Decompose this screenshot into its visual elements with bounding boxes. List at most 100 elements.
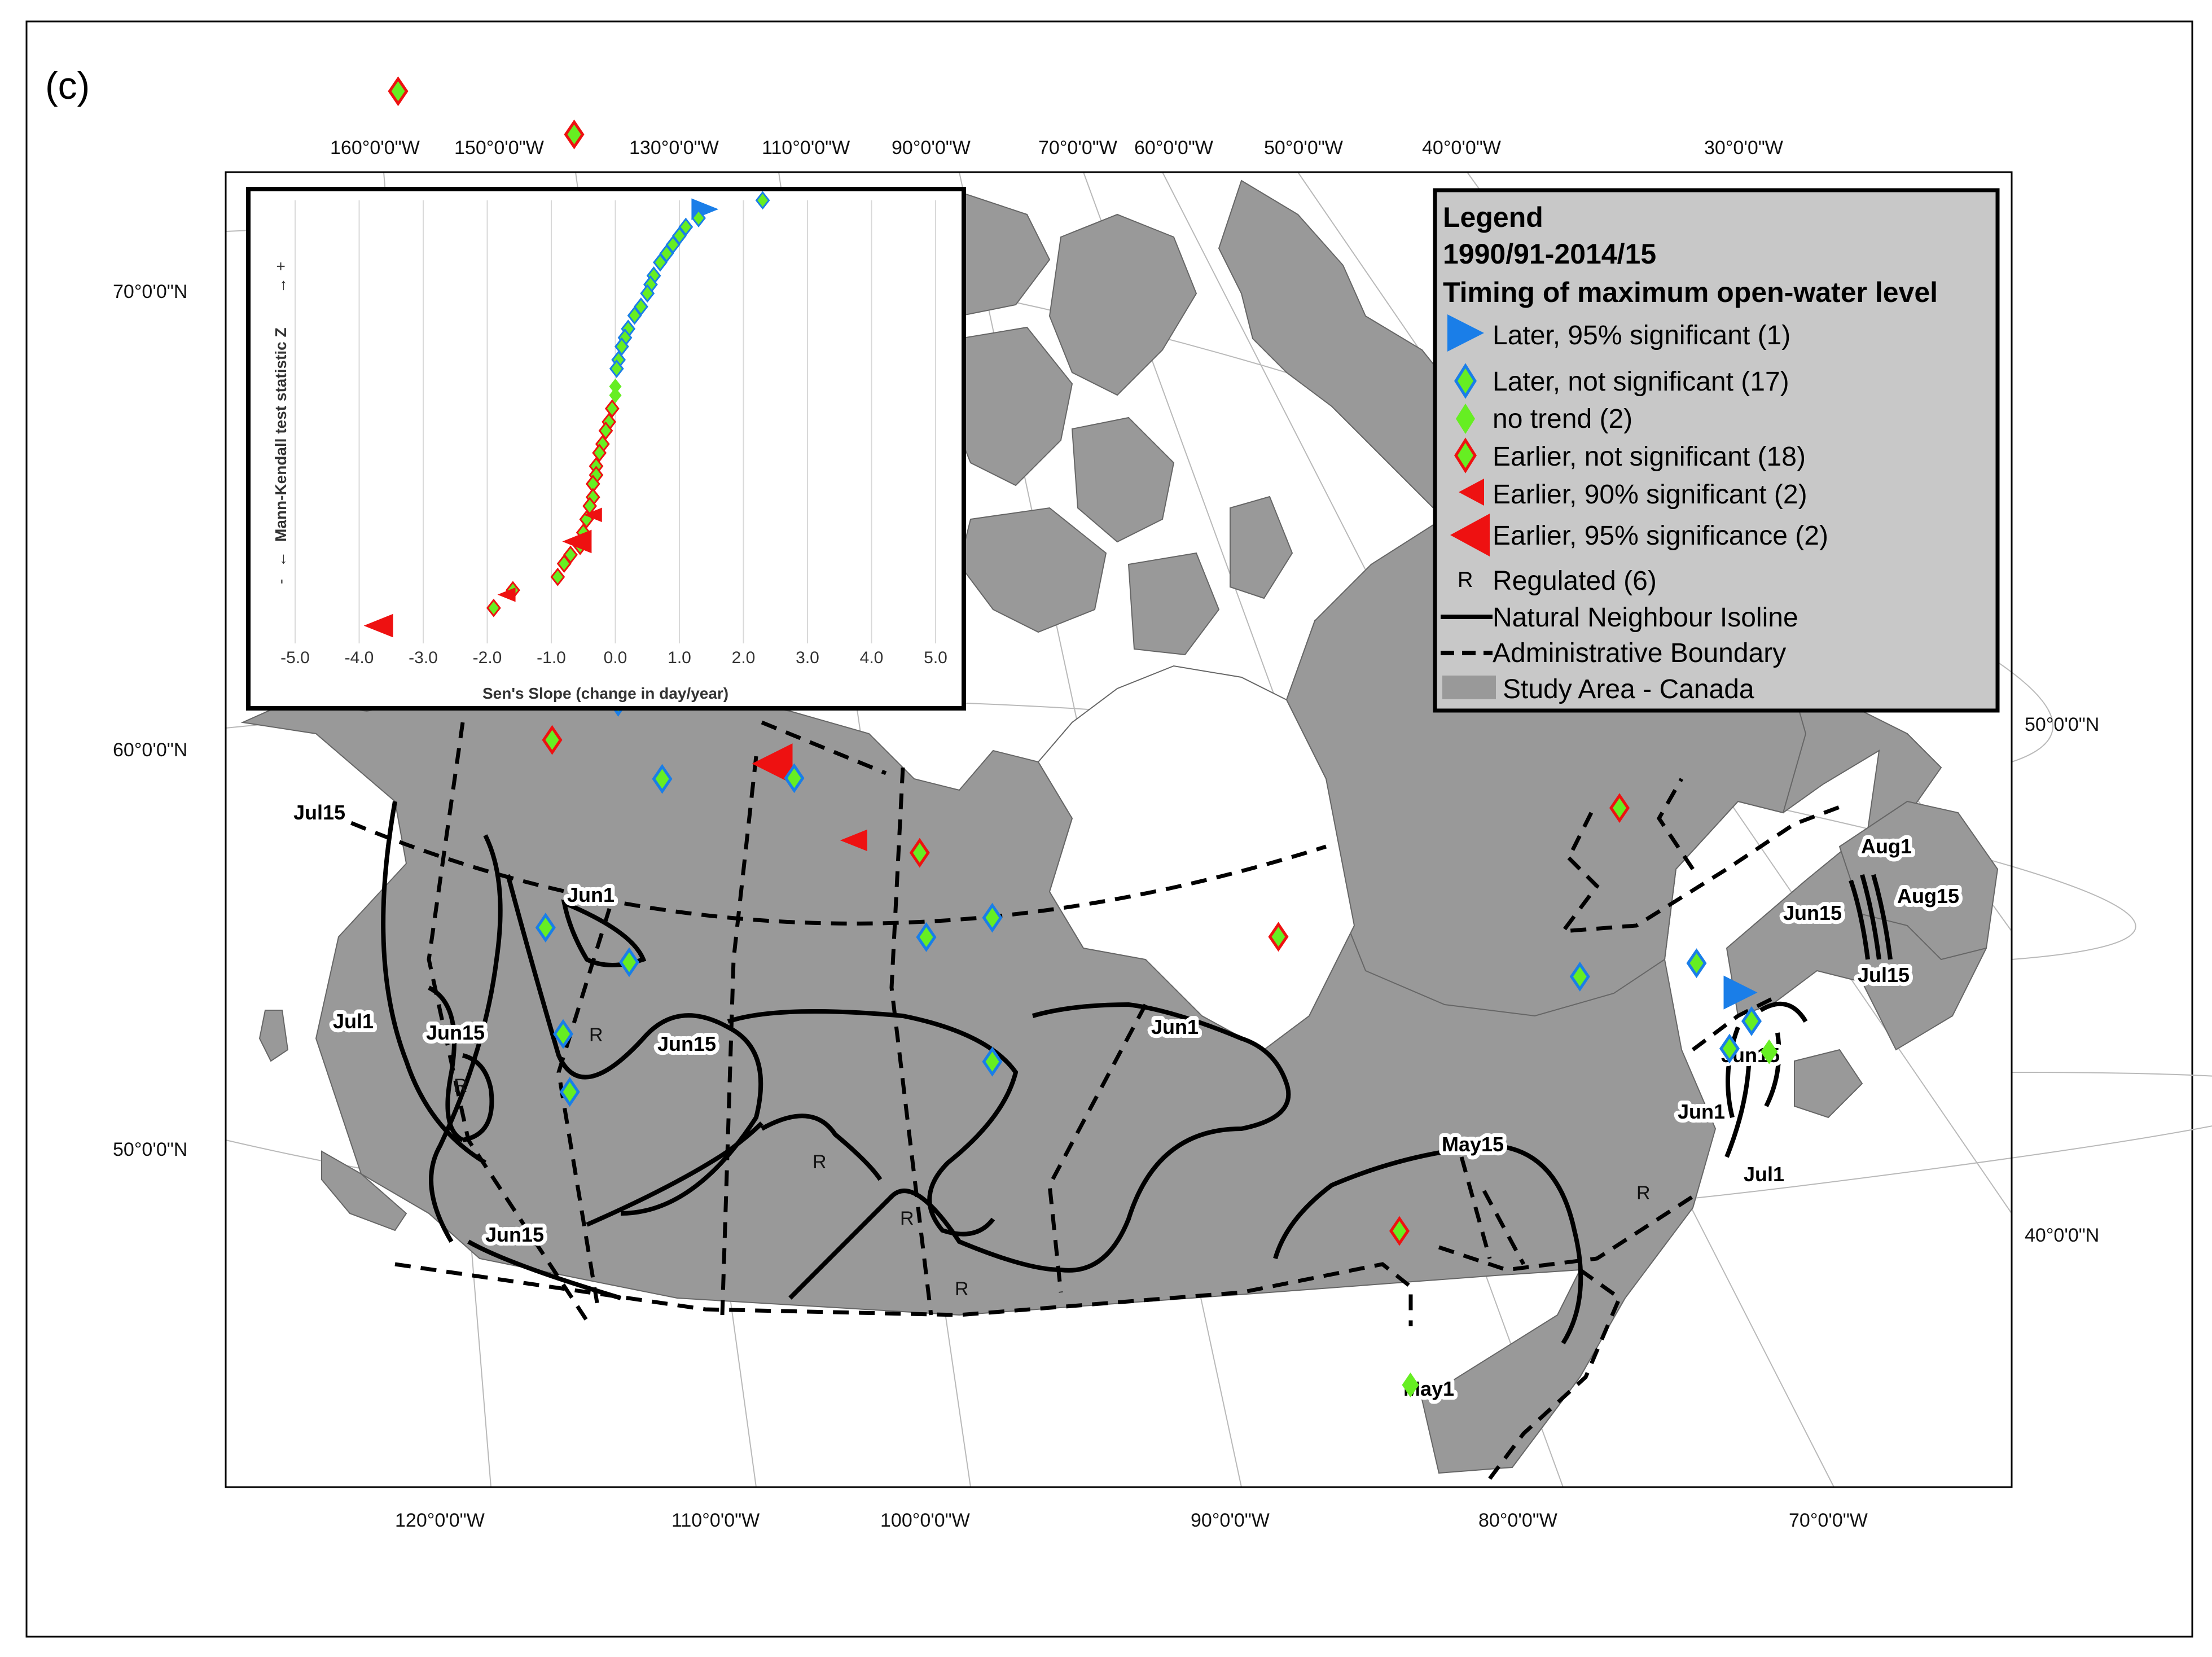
- lon-label: 50°0'0"W: [1264, 137, 1343, 159]
- panel-label: (c): [45, 64, 90, 107]
- contour-label: Jun1: [567, 883, 615, 906]
- legend-label: Regulated (6): [1493, 566, 1657, 596]
- contour-label: Jun1: [1678, 1100, 1725, 1123]
- graticule-bottom-labels: 120°0'0"W 110°0'0"W 100°0'0"W 90°0'0"W 8…: [395, 1510, 1868, 1531]
- inset-data-point: [604, 399, 620, 418]
- legend-symbol-earlier-90: [1459, 479, 1484, 506]
- regulated-marker: R: [454, 1075, 468, 1097]
- map-border: [225, 171, 2013, 1488]
- inset-data-point: [550, 567, 565, 586]
- inset-data-point: [609, 387, 622, 404]
- natural-neighbour-isolines: [381, 801, 1893, 1345]
- legend: Legend 1990/91-2014/15 Timing of maximum…: [1433, 188, 2000, 713]
- station-marker: [652, 764, 673, 794]
- inset-data-point: [640, 284, 655, 303]
- lon-label: 160°0'0"W: [330, 137, 420, 159]
- station-marker: [784, 763, 805, 794]
- inset-points: [363, 191, 770, 638]
- legend-box: [1433, 188, 2000, 713]
- legend-label: Administrative Boundary: [1493, 638, 1786, 668]
- contour-label: Jun15: [426, 1021, 485, 1044]
- station-marker: [1741, 1006, 1762, 1036]
- lat-label: 60°0'0"N: [113, 739, 187, 761]
- station-marker: [1609, 793, 1630, 823]
- inset-data-point: [609, 359, 624, 378]
- legend-subtitle: Timing of maximum open-water level: [1443, 277, 1938, 308]
- lat-label: 50°0'0"N: [2025, 714, 2099, 735]
- graticule-top-labels: 160°0'0"W 150°0'0"W 130°0'0"W 110°0'0"W …: [330, 137, 1783, 159]
- lat-label: 40°0'0"N: [2025, 1225, 2099, 1246]
- station-marker: [535, 913, 556, 943]
- regulated-marker: R: [955, 1278, 969, 1300]
- contour-label: Aug15: [1897, 884, 1959, 908]
- station-marker: [1719, 1033, 1740, 1064]
- station-marker: [1761, 1039, 1778, 1064]
- legend-symbol-later-ns: [1454, 363, 1477, 399]
- regulated-markers: R R R R R R: [454, 1024, 1651, 1300]
- legend-symbol-no-trend: [1456, 404, 1475, 434]
- inset-data-point: [562, 529, 592, 554]
- inset-x-tick-label: -2.0: [473, 648, 502, 667]
- administrative-boundaries: [326, 720, 1841, 1480]
- legend-symbol-earlier-ns: [1454, 437, 1477, 474]
- legend-label: Later, not significant (17): [1493, 367, 1789, 397]
- inset-y-arrow-down: ←: [272, 551, 289, 567]
- inset-data-point: [363, 613, 393, 638]
- station-marker: [564, 119, 585, 150]
- lon-label: 150°0'0"W: [454, 137, 544, 159]
- legend-symbol-study-area: [1442, 676, 1496, 699]
- inset-x-ticks: -5.0 -4.0 -3.0 -2.0 -1.0 0.0 1.0 2.0 3.0 4.0 5.0: [280, 648, 947, 667]
- station-marker: [1389, 1216, 1410, 1246]
- legend-title: Legend: [1443, 201, 1543, 233]
- inset-data-point: [497, 587, 516, 602]
- contour-label: Jul15: [1858, 963, 1910, 987]
- station-marker: [618, 947, 640, 977]
- inset-y-minus: -: [272, 579, 289, 584]
- inset-y-axis-label: - ← Mann-Kendall test statistic Z → +: [272, 262, 289, 584]
- legend-label: no trend (2): [1493, 404, 1632, 434]
- graticule-left-labels: 70°0'0"N 60°0'0"N 50°0'0"N: [113, 281, 187, 1160]
- station-marker: [916, 922, 937, 952]
- contour-label: Jun15: [657, 1032, 716, 1055]
- legend-period: 1990/91-2014/15: [1443, 238, 1656, 270]
- inset-y-arrow-up: →: [272, 278, 289, 293]
- contour-label: May15: [1442, 1133, 1504, 1156]
- station-marker: [840, 829, 867, 852]
- inset-data-point: [592, 444, 607, 462]
- lon-label: 80°0'0"W: [1478, 1510, 1557, 1531]
- inset-x-tick-label: 0.0: [604, 648, 627, 667]
- inset-data-point: [627, 306, 642, 325]
- regulated-marker: R: [589, 1024, 603, 1046]
- legend-label: Later, 95% significant (1): [1493, 321, 1790, 350]
- station-marker: [982, 1046, 1003, 1077]
- station-marker: [1723, 975, 1758, 1010]
- inset-data-point: [598, 421, 613, 440]
- inset-x-tick-label: 1.0: [668, 648, 691, 667]
- lon-label: 130°0'0"W: [629, 137, 719, 159]
- inset-x-tick-label: -1.0: [537, 648, 566, 667]
- inset-x-tick-label: -3.0: [409, 648, 438, 667]
- legend-symbol-earlier-95: [1450, 514, 1490, 556]
- contour-label: Aug1: [1861, 835, 1912, 858]
- inset-x-axis-label: Sen's Slope (change in day/year): [482, 685, 728, 702]
- legend-symbol-regulated: R: [1458, 568, 1473, 592]
- lon-label: 110°0'0"W: [672, 1510, 760, 1531]
- inset-x-tick-label: 2.0: [732, 648, 756, 667]
- legend-symbol-later-95: [1447, 314, 1484, 352]
- lat-label: 70°0'0"N: [113, 281, 187, 303]
- lon-label: 30°0'0"W: [1704, 137, 1783, 159]
- inset-x-tick-label: 5.0: [924, 648, 947, 667]
- inset-data-point: [583, 507, 602, 523]
- station-marker: [909, 838, 930, 868]
- contour-label: Jul1: [1744, 1163, 1784, 1186]
- inset-data-point: [755, 191, 770, 210]
- inset-data-point: [653, 253, 668, 272]
- lon-label: 60°0'0"W: [1134, 137, 1213, 159]
- regulated-marker: R: [813, 1151, 827, 1173]
- inset-chart: -5.0 -4.0 -3.0 -2.0 -1.0 0.0 1.0 2.0 3.0 4.0 5.0 S…: [246, 187, 966, 711]
- lat-label: 50°0'0"N: [113, 1139, 187, 1160]
- station-marker: [1402, 1373, 1419, 1398]
- hudson-bay: [1037, 665, 1355, 1051]
- station-marker: [1686, 948, 1707, 979]
